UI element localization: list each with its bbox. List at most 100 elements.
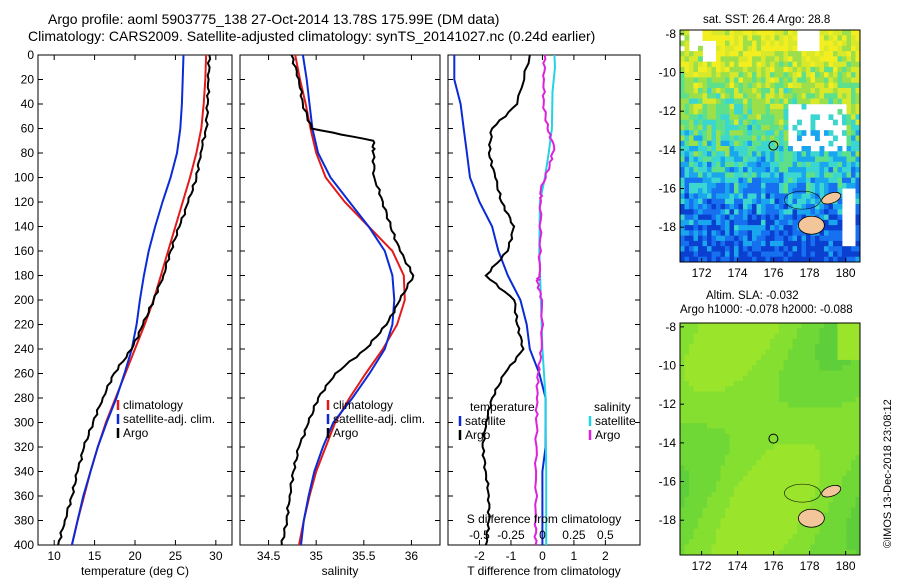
series-line-argo	[280, 54, 415, 546]
map-sst_map	[679, 29, 861, 263]
map-x-tick-label: 180	[836, 559, 856, 573]
secondary-x-tick-label: 0	[539, 528, 546, 542]
x-tick-label: 25	[169, 549, 183, 563]
plot-frame-temperature	[37, 54, 233, 546]
legend-title-temperature: temperature	[470, 400, 535, 414]
y-tick-label: 100	[14, 171, 34, 185]
legend-label: Argo	[465, 428, 491, 442]
legend-label: satellite-adj. clim.	[333, 412, 425, 426]
y-tick-label: 320	[14, 440, 34, 454]
map-y-tick-label: -18	[659, 513, 677, 527]
secondary-x-tick-label: 0.25	[562, 528, 586, 542]
map-y-tick-label: -12	[659, 104, 677, 118]
y-tick-label: 80	[21, 146, 35, 160]
map-y-tick-label: -8	[665, 27, 676, 41]
x-tick-label: -1	[506, 549, 517, 563]
plot-title-line1: Argo profile: aoml 5903775_138 27-Oct-20…	[48, 11, 500, 27]
x-axis-label: temperature (deg C)	[81, 564, 189, 578]
series-line-satellite-adj-clim-	[300, 54, 396, 546]
x-tick-label: 15	[88, 549, 102, 563]
y-tick-label: 260	[14, 367, 34, 381]
island-vanua-levu	[821, 484, 842, 498]
secondary-x-tick-label: -0.25	[497, 528, 525, 542]
island-viti-levu	[798, 215, 825, 235]
island-vanua-levu	[821, 191, 842, 205]
legend-label: satellite-adj. clim.	[123, 412, 215, 426]
reef-outline	[784, 483, 821, 503]
legend-label: climatology	[123, 398, 183, 412]
map-x-tick-label: 172	[692, 559, 712, 573]
y-tick-label: 40	[21, 97, 35, 111]
series-line-satellite-adj-clim-	[70, 54, 185, 546]
argo-location-marker	[768, 433, 779, 444]
x-tick-label: 35.5	[352, 549, 376, 563]
x-tick-label: 30	[209, 549, 223, 563]
x-tick-label: 35	[310, 549, 324, 563]
x-axis-label: salinity	[322, 564, 359, 578]
sst-map-title: sat. SST: 26.4 Argo: 28.8	[703, 14, 831, 26]
series-line-temperature-satellite	[453, 55, 547, 545]
legend-label: Argo	[333, 426, 359, 440]
map-y-tick-label: -8	[665, 320, 676, 334]
map-x-tick-label: 172	[692, 266, 712, 280]
series-line-climatology	[294, 54, 406, 546]
map-x-tick-label: 178	[800, 266, 820, 280]
plot-frame-difference	[447, 54, 641, 546]
island-viti-levu	[798, 508, 825, 528]
sla-map-subtitle: Argo h1000: -0.078 h2000: -0.088	[680, 304, 853, 316]
legend-label: Argo	[595, 428, 621, 442]
y-tick-label: 360	[14, 489, 34, 503]
map-x-tick-label: 174	[728, 559, 748, 573]
y-tick-label: 280	[14, 391, 34, 405]
x-tick-label: 0	[539, 549, 546, 563]
map-y-tick-label: -10	[659, 359, 677, 373]
x-tick-label: -2	[474, 549, 485, 563]
y-tick-label: 120	[14, 195, 34, 209]
panel-salinity	[239, 54, 441, 546]
y-tick-label: 300	[14, 416, 34, 430]
series-line-temperature-argo	[481, 54, 531, 546]
y-tick-label: 20	[21, 73, 35, 87]
secondary-x-tick-label: 0.5	[597, 528, 614, 542]
y-tick-label: 140	[14, 220, 34, 234]
legend-label: satellite	[595, 414, 636, 428]
x-tick-label: 1	[571, 549, 578, 563]
reef-outline	[784, 190, 821, 210]
map-x-tick-label: 176	[764, 559, 784, 573]
y-tick-label: 180	[14, 269, 34, 283]
panel-difference	[447, 54, 641, 546]
map-frame	[679, 29, 861, 263]
y-tick-label: 380	[14, 514, 34, 528]
map-y-tick-label: -14	[659, 143, 677, 157]
legend-label: climatology	[333, 398, 393, 412]
series-line-salinity-argo	[533, 54, 556, 546]
x-tick-label: 20	[128, 549, 142, 563]
sla-map-title: Altim. SLA: -0.032	[706, 290, 799, 302]
x-tick-label: 34.5	[257, 549, 281, 563]
y-tick-label: 240	[14, 342, 34, 356]
map-y-tick-label: -12	[659, 397, 677, 411]
legend-label: satellite	[465, 414, 506, 428]
map-y-tick-label: -16	[659, 182, 677, 196]
map-x-tick-label: 178	[800, 559, 820, 573]
map-frame	[679, 322, 861, 556]
y-tick-label: 60	[21, 122, 35, 136]
y-tick-label: 160	[14, 244, 34, 258]
series-line-argo	[57, 54, 212, 546]
argo-location-marker	[768, 140, 779, 151]
legend-title-salinity: salinity	[594, 400, 631, 414]
panel-temperature	[37, 54, 233, 546]
y-tick-label: 220	[14, 318, 34, 332]
legend-label: Argo	[123, 426, 149, 440]
y-tick-label: 400	[14, 538, 34, 552]
x-tick-label: 2	[602, 549, 609, 563]
map-sla_map	[679, 322, 861, 556]
imos-watermark: ©IMOS 13-Dec-2018 23:08:12	[882, 399, 894, 548]
map-x-tick-label: 180	[836, 266, 856, 280]
map-y-tick-label: -16	[659, 475, 677, 489]
map-y-tick-label: -18	[659, 220, 677, 234]
y-tick-label: 200	[14, 293, 34, 307]
y-tick-label: 0	[27, 48, 34, 62]
secondary-x-axis-label: S difference from climatology	[467, 512, 622, 526]
